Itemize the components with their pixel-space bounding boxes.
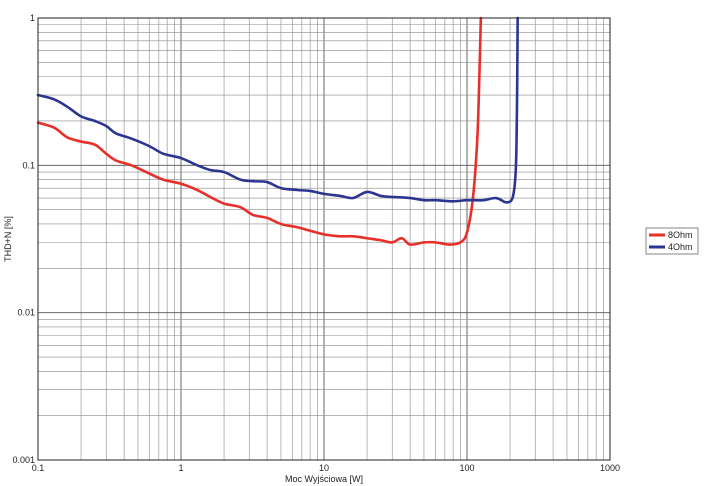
y-tick-label: 0.01 bbox=[17, 308, 35, 318]
series-line-8ohm bbox=[36, 16, 483, 246]
tick-labels: 0.1 1 10 100 1000 0.001 0.01 0.1 1 bbox=[12, 13, 620, 473]
legend: 8Ohm 4Ohm bbox=[645, 227, 699, 255]
plot-frame bbox=[37, 17, 611, 461]
legend-box bbox=[645, 227, 699, 255]
x-tick-label: 10 bbox=[319, 463, 329, 473]
legend-label-4ohm: 4Ohm bbox=[668, 242, 693, 252]
x-tick-label: 0.1 bbox=[32, 463, 45, 473]
x-tick-label: 1 bbox=[178, 463, 183, 473]
x-axis-title: Moc Wyjściowa [W] bbox=[285, 474, 363, 484]
x-tick-label: 1000 bbox=[600, 463, 620, 473]
x-tick-label: 100 bbox=[459, 463, 474, 473]
y-axis-title: THD+N [%] bbox=[3, 216, 13, 262]
y-tick-label: 0.1 bbox=[22, 160, 35, 170]
series-lines bbox=[36, 16, 519, 246]
legend-label-8ohm: 8Ohm bbox=[668, 230, 693, 240]
grid-lines bbox=[37, 18, 610, 461]
y-tick-label: 1 bbox=[30, 13, 35, 23]
y-tick-label: 0.001 bbox=[12, 455, 35, 465]
series-line-4ohm bbox=[36, 16, 519, 204]
